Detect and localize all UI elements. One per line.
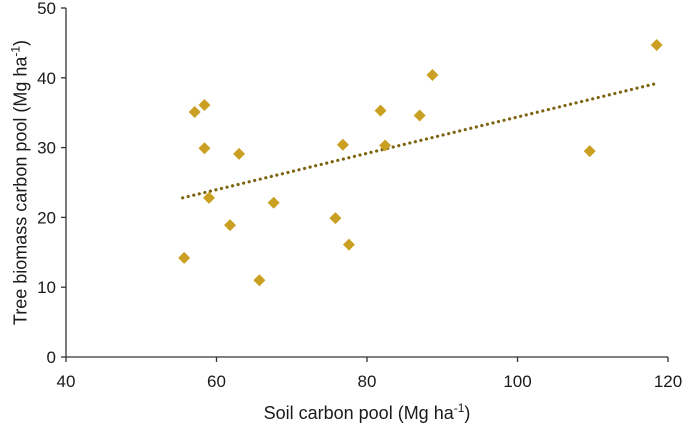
y-tick-label: 20 [37,208,56,227]
data-point-11 [336,138,349,151]
data-point-16 [426,69,439,82]
data-point-1 [178,251,191,264]
y-tick-label: 40 [37,69,56,88]
data-point-2 [188,106,201,119]
x-axis-title-end: ) [464,403,470,423]
x-tick-label: 120 [654,372,682,391]
y-axis-title-end: ) [10,40,30,46]
y-tick-label: 30 [37,139,56,158]
data-point-10 [329,212,342,225]
y-tick-label: 10 [37,278,56,297]
data-point-9 [267,196,280,209]
data-point-7 [233,147,246,160]
data-point-12 [342,238,355,251]
data-point-15 [413,109,426,122]
x-tick-label: 40 [57,372,76,391]
data-points [178,38,663,287]
data-point-17 [583,145,596,158]
x-axis-title: Soil carbon pool (Mg ha-1) [264,401,471,423]
axes [65,8,668,358]
data-point-13 [374,104,387,117]
x-tick-label: 80 [358,372,377,391]
data-point-4 [198,142,211,155]
data-point-18 [650,38,663,51]
x-tick-label: 60 [207,372,226,391]
data-point-8 [253,274,266,287]
y-tick-label: 0 [47,348,56,367]
data-point-6 [224,219,237,232]
x-axis-title-main: Soil carbon pool (Mg ha [264,403,455,423]
y-axis-title-main: Tree biomass carbon pool (Mg ha [10,56,30,325]
data-point-14 [379,139,392,152]
y-axis-title: Tree biomass carbon pool (Mg ha-1) [8,40,30,325]
data-point-5 [202,191,215,204]
y-tick-label: 50 [37,0,56,18]
x-tick-label: 100 [503,372,531,391]
trendline [181,81,659,200]
data-point-3 [198,99,211,112]
trendline-group [181,81,659,200]
x-axis-title-sup: -1 [454,401,465,415]
ticks: 0 10 20 30 40 50 40 60 80 100 120 [37,0,682,391]
y-axis-title-sup: -1 [8,46,22,57]
